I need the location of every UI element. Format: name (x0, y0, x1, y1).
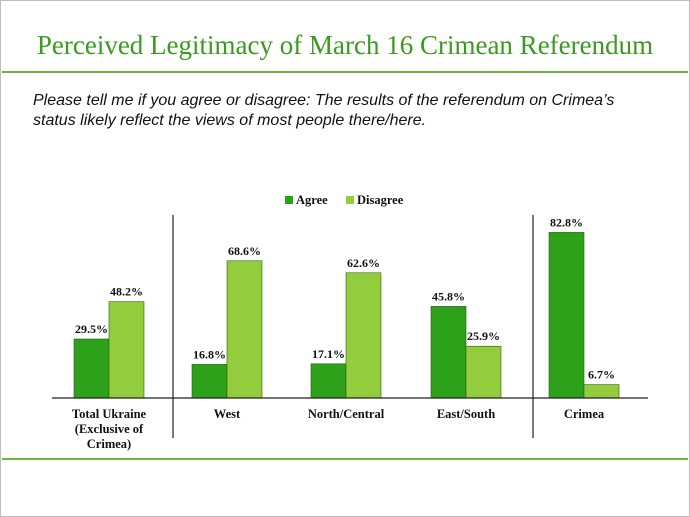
data-label-agree-4: 45.8% (432, 289, 465, 303)
legend-swatch-disagree (346, 196, 354, 204)
bar-agree-5 (548, 232, 585, 399)
bar-disagree-3 (345, 272, 382, 399)
category-label-5: Crimea (564, 407, 605, 421)
bar-agree-1 (73, 338, 110, 399)
data-label-disagree-1: 48.2% (110, 285, 143, 299)
data-label-disagree-2: 68.6% (228, 244, 261, 258)
category-label-1: (Exclusive of (75, 422, 144, 436)
bar-disagree-5 (583, 384, 620, 399)
data-label-disagree-3: 62.6% (347, 256, 380, 270)
title-divider (2, 71, 688, 73)
bar-agree-3 (310, 363, 347, 399)
category-label-4: East/South (437, 407, 495, 421)
category-label-3: North/Central (308, 407, 385, 421)
question-text: Please tell me if you agree or disagree:… (33, 92, 615, 129)
bar-disagree-2 (226, 260, 263, 399)
bar-agree-4 (430, 306, 467, 399)
bar-disagree-4 (465, 345, 502, 399)
bar-disagree-1 (108, 301, 145, 399)
data-label-agree-3: 17.1% (312, 347, 345, 361)
data-label-agree-5: 82.8% (550, 215, 583, 229)
data-label-disagree-4: 25.9% (467, 329, 500, 343)
page-title: Perceived Legitimacy of March 16 Crimean… (36, 30, 654, 60)
data-label-agree-1: 29.5% (75, 322, 108, 336)
category-label-1: Crimea) (87, 437, 131, 451)
data-label-agree-2: 16.8% (193, 347, 226, 361)
data-label-disagree-5: 6.7% (588, 368, 615, 382)
bar-agree-2 (191, 364, 228, 399)
category-label-2: West (214, 407, 241, 421)
legend-label-agree: Agree (296, 193, 328, 207)
legend-swatch-agree (285, 196, 293, 204)
group-dividers (172, 215, 534, 438)
footer-divider (2, 458, 688, 460)
chart-legend: Agree Disagree (285, 193, 404, 207)
chart-bars (73, 232, 620, 399)
data-labels: 29.5% 16.8% 17.1% 45.8% 82.8% 48.2% 68.6% 62.6%… (75, 215, 615, 381)
category-label-1: Total Ukraine (72, 407, 147, 421)
legend-label-disagree: Disagree (357, 193, 404, 207)
